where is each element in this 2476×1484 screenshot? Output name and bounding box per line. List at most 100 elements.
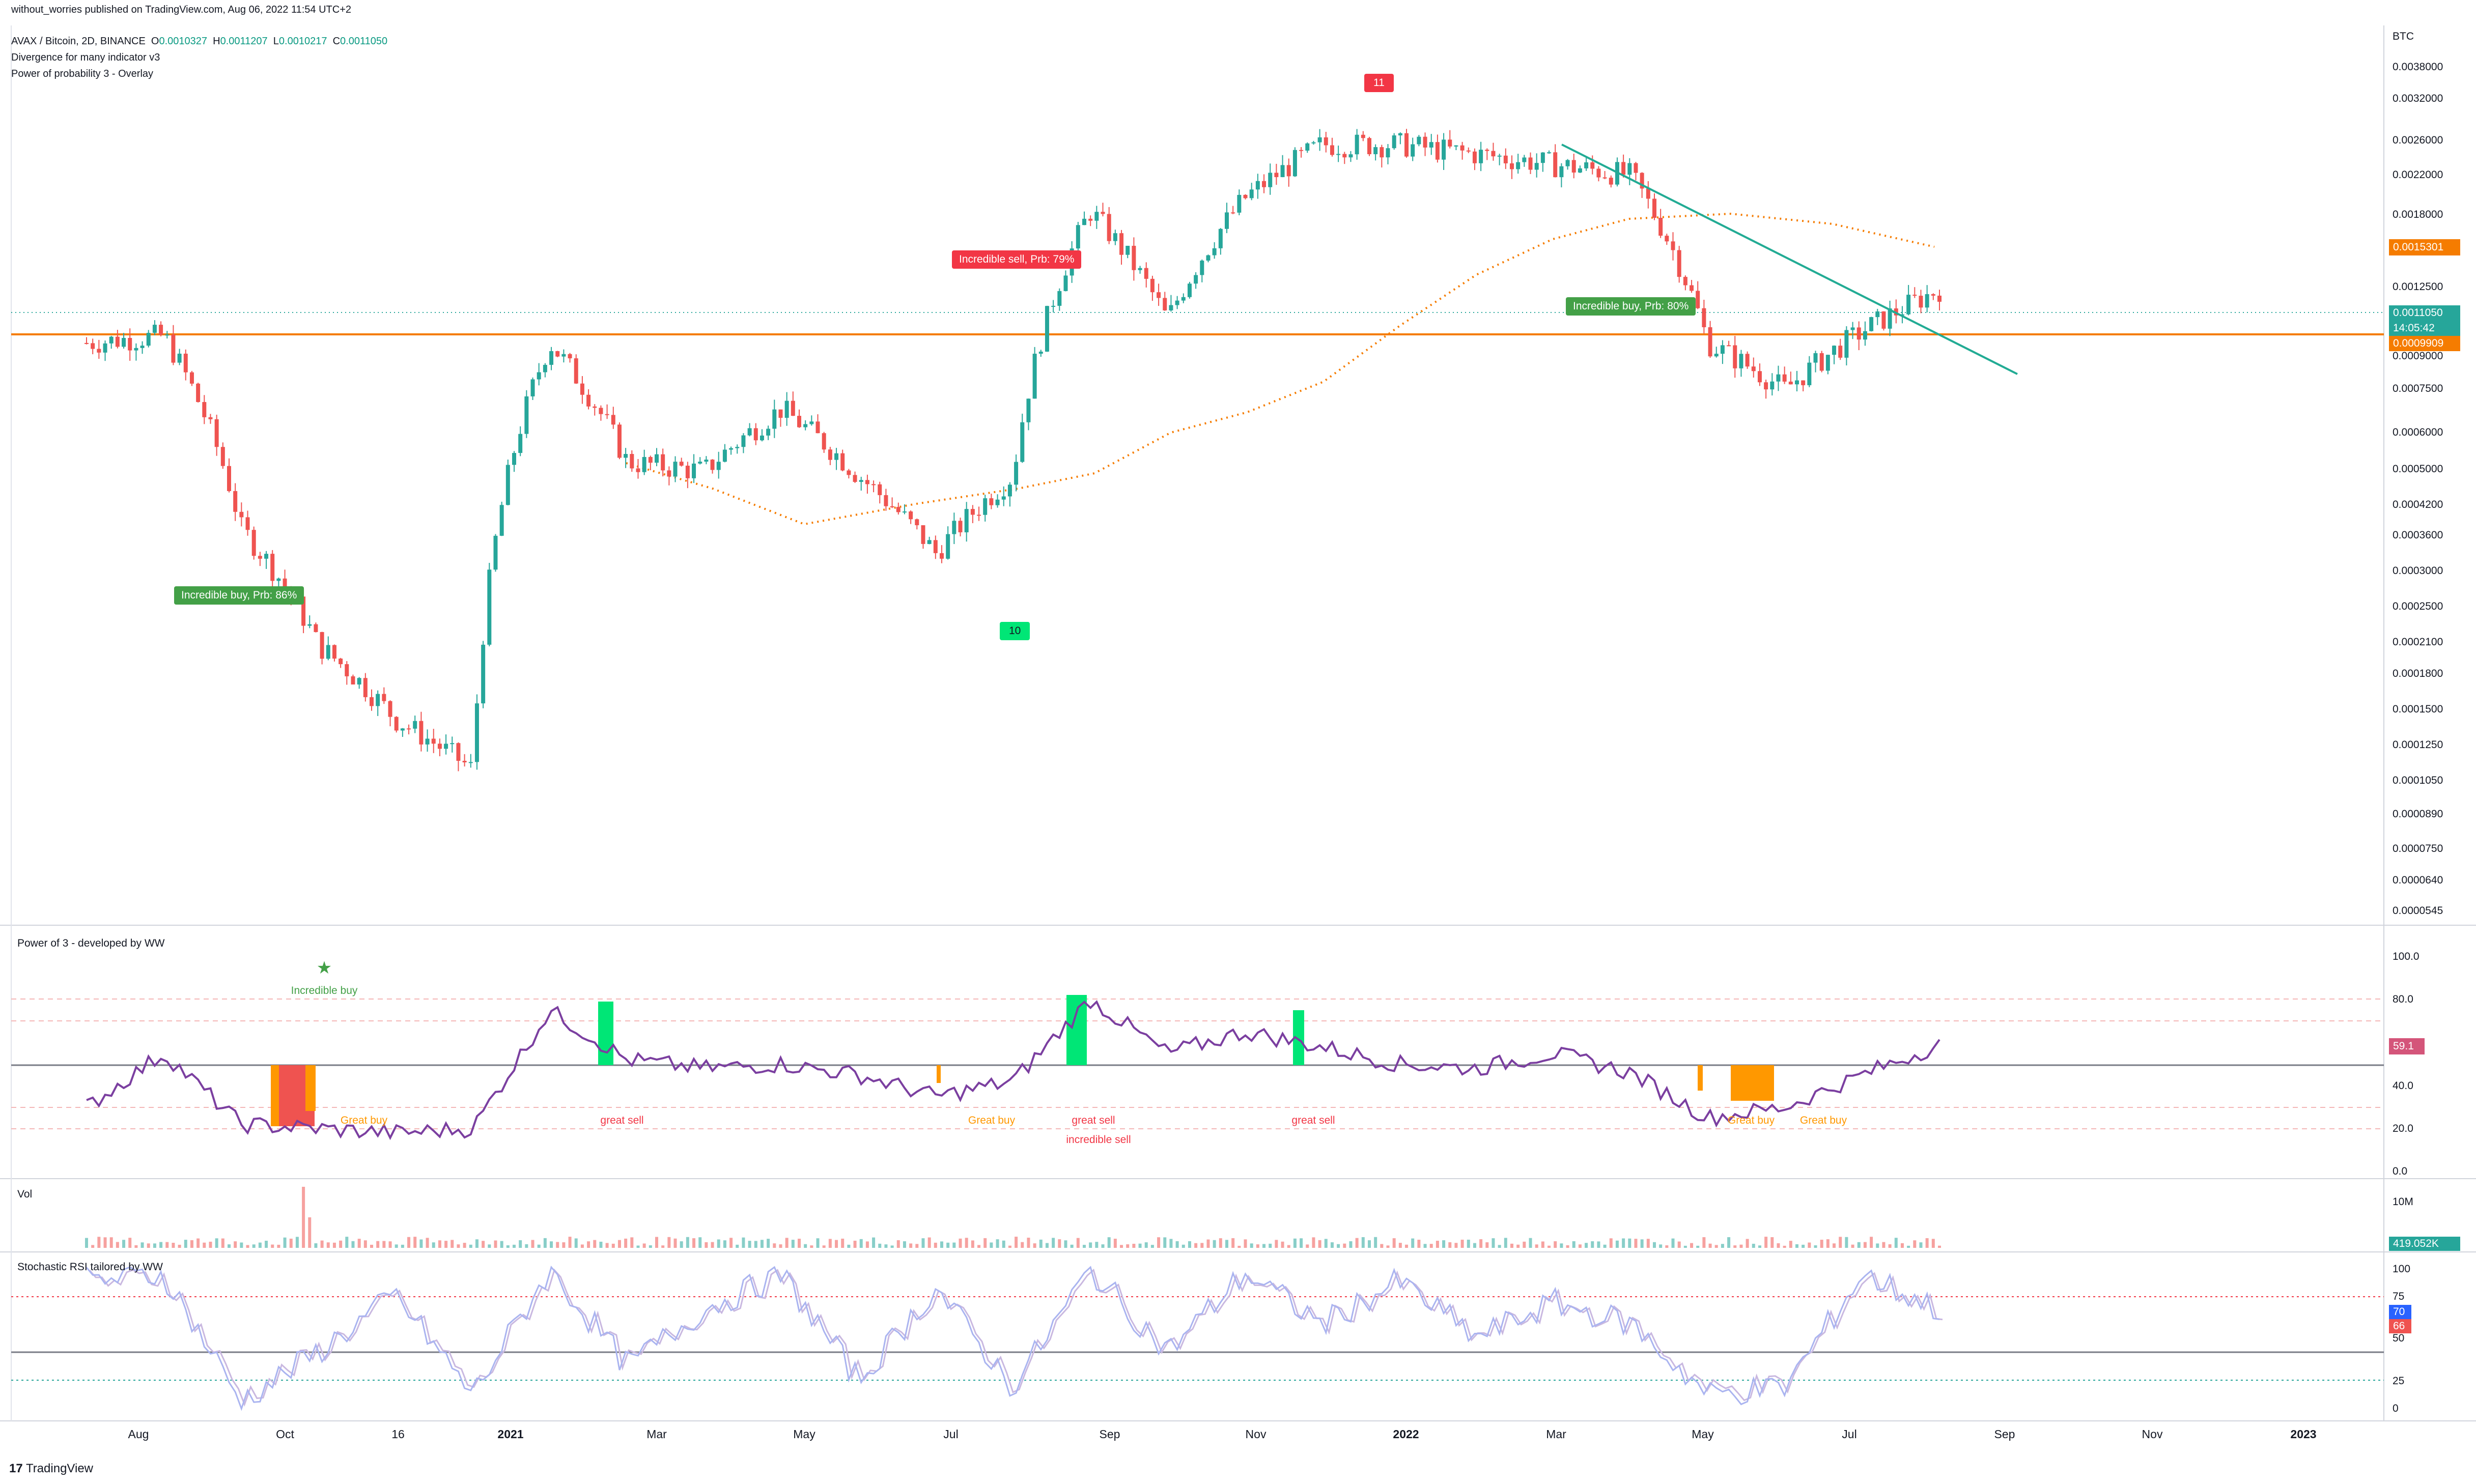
- volume-bar: [190, 1240, 193, 1248]
- volume-bar: [909, 1243, 913, 1248]
- volume-bar: [1436, 1241, 1439, 1248]
- candle: [493, 534, 498, 572]
- volume-bar: [388, 1241, 392, 1248]
- vol-pane-title[interactable]: Vol: [17, 1188, 33, 1200]
- candle: [1367, 136, 1371, 156]
- signal-label: great sell: [600, 1115, 644, 1126]
- volume-bar: [1554, 1241, 1557, 1248]
- candle: [1683, 275, 1687, 291]
- candle: [1243, 194, 1248, 199]
- price-tick: 0.0003000: [2393, 565, 2443, 577]
- candle: [456, 742, 461, 772]
- volume-bar: [537, 1244, 541, 1248]
- candle: [1200, 259, 1204, 282]
- volume-bar: [1312, 1237, 1315, 1248]
- volume-bar: [1659, 1244, 1663, 1248]
- volume-bar: [853, 1240, 857, 1248]
- volume-bar: [1392, 1238, 1396, 1248]
- countdown-badge: 14:05:42: [2389, 321, 2460, 336]
- candle: [202, 395, 207, 424]
- candle: [196, 382, 201, 403]
- candle: [1057, 288, 1062, 311]
- candle: [258, 552, 262, 566]
- volume-bar: [1653, 1242, 1656, 1248]
- volume-bar: [1696, 1245, 1700, 1248]
- candle: [722, 444, 727, 463]
- candle: [499, 501, 504, 536]
- stoch-pane-title[interactable]: Stochastic RSI tailored by WW: [17, 1261, 163, 1273]
- candle: [1590, 155, 1595, 175]
- volume-bar: [543, 1238, 547, 1248]
- candle: [339, 658, 343, 668]
- candle: [1751, 357, 1756, 378]
- volume-bar: [1851, 1244, 1854, 1248]
- volume-bar: [357, 1239, 361, 1248]
- volume-bar: [1144, 1242, 1148, 1248]
- volume-bar: [1300, 1238, 1303, 1248]
- volume-bar: [1429, 1244, 1433, 1248]
- tradingview-logo[interactable]: 17 TradingView: [9, 1462, 94, 1475]
- candle: [1850, 322, 1855, 339]
- candle: [518, 426, 523, 456]
- candle: [1925, 285, 1929, 312]
- power-tick: 0.0: [2393, 1165, 2408, 1177]
- volume-bar: [605, 1243, 609, 1248]
- price-tick: 0.0018000: [2393, 209, 2443, 220]
- candle: [884, 489, 888, 511]
- candle: [220, 442, 225, 469]
- candle: [1262, 174, 1267, 193]
- candle: [1621, 154, 1626, 178]
- volume-bar: [128, 1238, 132, 1248]
- volume-bar: [1510, 1243, 1513, 1248]
- volume-bar: [1417, 1240, 1421, 1248]
- candle: [1919, 290, 1923, 313]
- candle: [444, 734, 448, 755]
- candle: [1881, 311, 1886, 331]
- indicator-divergence[interactable]: Divergence for many indicator v3: [11, 52, 160, 63]
- volume-bar: [1714, 1245, 1718, 1248]
- volume-bar: [159, 1242, 163, 1248]
- candle: [1163, 292, 1167, 311]
- candle: [1119, 230, 1124, 265]
- candle: [505, 460, 510, 505]
- candle: [704, 456, 709, 465]
- candle: [1404, 129, 1409, 158]
- pane-borders: [0, 25, 2476, 1421]
- stoch-d-badge: 66: [2389, 1319, 2411, 1333]
- candle: [685, 462, 690, 489]
- volume-bar: [661, 1245, 665, 1248]
- volume-bar: [1752, 1243, 1755, 1248]
- power-pane-title[interactable]: Power of 3 - developed by WW: [17, 937, 165, 949]
- volume-bar: [1120, 1245, 1123, 1248]
- candle: [698, 457, 702, 465]
- candle: [692, 454, 696, 483]
- volume-bar: [1628, 1238, 1631, 1248]
- candle: [1280, 155, 1285, 178]
- candle: [970, 505, 975, 523]
- volume-bar: [252, 1244, 256, 1248]
- incredible-buy-label-1: Incredible buy, Prb: 86%: [174, 586, 304, 605]
- volume-bar: [1708, 1243, 1712, 1248]
- volume-bar: [326, 1242, 330, 1248]
- volume-bar: [736, 1244, 739, 1248]
- candle: [1454, 145, 1458, 151]
- candle: [1696, 281, 1700, 309]
- candle: [314, 622, 318, 633]
- volume-bar: [1516, 1244, 1520, 1248]
- candle: [245, 510, 250, 536]
- candle: [1051, 300, 1056, 312]
- volume-bar: [723, 1240, 726, 1248]
- volume-bar: [1107, 1237, 1111, 1248]
- volume-bar: [835, 1240, 838, 1248]
- candle: [159, 321, 163, 337]
- candle: [655, 448, 659, 467]
- candle: [1547, 150, 1552, 154]
- volume-bar: [711, 1242, 714, 1248]
- volume-bar: [469, 1244, 472, 1248]
- indicator-power-overlay[interactable]: Power of probability 3 - Overlay: [11, 68, 154, 79]
- candle: [759, 429, 764, 442]
- price-tick: 0.0001500: [2393, 703, 2443, 715]
- candle: [1206, 254, 1211, 263]
- volume-bar: [413, 1237, 417, 1248]
- time-tick: Aug: [128, 1428, 149, 1441]
